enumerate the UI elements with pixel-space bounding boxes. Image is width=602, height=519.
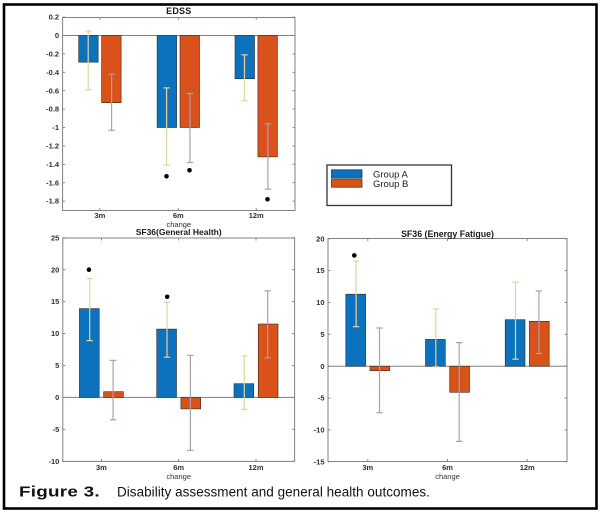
svg-text:6m: 6m — [442, 463, 453, 472]
svg-text:-1: -1 — [52, 123, 59, 132]
svg-text:change: change — [166, 220, 191, 229]
svg-text:Group A: Group A — [373, 169, 409, 180]
svg-text:Group B: Group B — [373, 179, 408, 190]
svg-text:SF36(General Health): SF36(General Health) — [136, 227, 222, 237]
svg-text:15: 15 — [316, 266, 324, 275]
svg-text:0: 0 — [55, 31, 59, 40]
svg-text:-1.6: -1.6 — [46, 178, 59, 187]
svg-text:-1.4: -1.4 — [46, 160, 60, 169]
svg-text:3m: 3m — [96, 463, 107, 472]
svg-text:5: 5 — [320, 330, 324, 339]
svg-text:12m: 12m — [249, 211, 264, 220]
svg-text:EDSS: EDSS — [166, 6, 191, 16]
svg-text:-10: -10 — [314, 426, 325, 435]
svg-text:-15: -15 — [314, 457, 325, 466]
svg-text:10: 10 — [51, 329, 59, 338]
svg-text:6m: 6m — [173, 211, 184, 220]
svg-text:Figure 3.: Figure 3. — [19, 484, 100, 500]
svg-text:-10: -10 — [48, 457, 59, 466]
svg-text:-1.8: -1.8 — [46, 197, 59, 206]
svg-text:change: change — [166, 472, 191, 481]
svg-text:12m: 12m — [520, 463, 535, 472]
svg-text:-0.8: -0.8 — [46, 105, 59, 114]
svg-text:3m: 3m — [94, 211, 105, 220]
svg-text:-0.6: -0.6 — [46, 86, 59, 95]
svg-text:15: 15 — [51, 297, 59, 306]
svg-text:change: change — [435, 472, 460, 481]
svg-text:0: 0 — [55, 393, 59, 402]
svg-text:Disability assessment and gene: Disability assessment and general health… — [117, 485, 430, 500]
svg-text:20: 20 — [51, 265, 59, 274]
svg-text:SF36 (Energy Fatigue): SF36 (Energy Fatigue) — [401, 229, 494, 239]
svg-text:10: 10 — [316, 298, 324, 307]
svg-text:-0.4: -0.4 — [46, 68, 60, 77]
svg-text:-0.2: -0.2 — [46, 50, 59, 59]
svg-text:-1.2: -1.2 — [46, 142, 59, 151]
svg-text:5: 5 — [55, 361, 59, 370]
svg-text:0.2: 0.2 — [49, 13, 59, 22]
svg-text:0: 0 — [320, 362, 324, 371]
svg-text:12m: 12m — [248, 463, 263, 472]
svg-text:3m: 3m — [362, 463, 373, 472]
svg-text:6m: 6m — [173, 463, 184, 472]
svg-text:-5: -5 — [318, 394, 325, 403]
svg-text:25: 25 — [51, 233, 59, 242]
svg-text:-5: -5 — [53, 425, 60, 434]
svg-text:20: 20 — [316, 234, 324, 243]
